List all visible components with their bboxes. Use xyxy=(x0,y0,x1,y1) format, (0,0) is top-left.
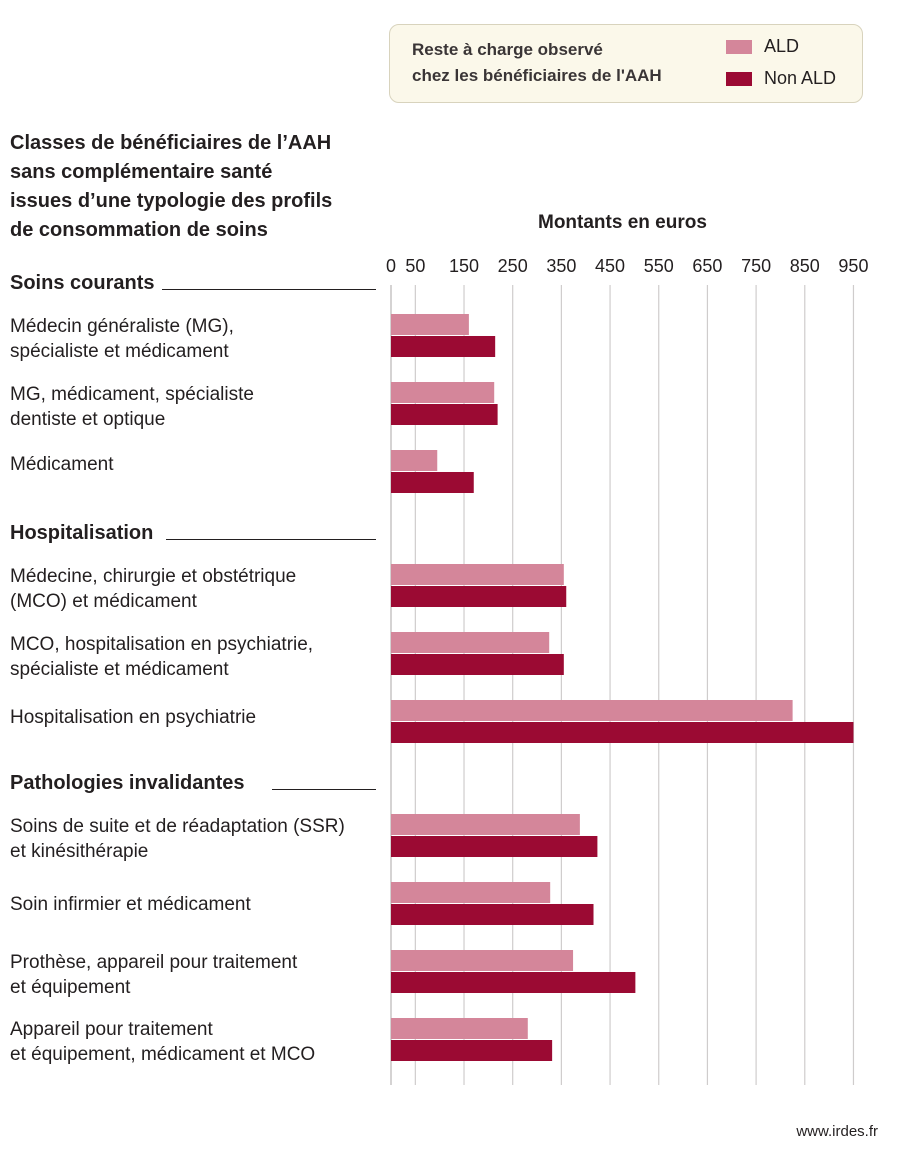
section-soins-courants: Soins courants xyxy=(10,272,155,294)
bar-ald xyxy=(391,950,574,971)
bar-ald xyxy=(391,450,438,471)
legend-label-ald: ALD xyxy=(764,36,800,56)
category-label: Appareil pour traitement et équipement, … xyxy=(10,1017,380,1067)
category-label-line: Médecin généraliste (MG), xyxy=(10,316,234,337)
x-tick-label: 750 xyxy=(741,256,771,276)
legend-title-line1: Reste à charge observé xyxy=(412,40,603,59)
bar-non-ald xyxy=(391,654,564,675)
section-pathologies-invalidantes: Pathologies invalidantes xyxy=(10,772,245,794)
legend-label-non-ald: Non ALD xyxy=(764,68,837,88)
bar-ald xyxy=(391,632,550,653)
chart-title-line: de consommation de soins xyxy=(10,219,268,241)
x-tick-label: 150 xyxy=(449,256,479,276)
chart-title-line: sans complémentaire santé xyxy=(10,161,273,183)
category-label-line: Médecine, chirurgie et obstétrique xyxy=(10,566,297,587)
category-label-line: MG, médicament, spécialiste xyxy=(10,384,254,405)
bar-ald xyxy=(391,814,580,835)
bar-non-ald xyxy=(391,404,498,425)
chart-title-line: issues d’une typologie des profils xyxy=(10,190,333,212)
bar-non-ald xyxy=(391,904,594,925)
category-label: MCO, hospitalisation en psychiatrie, spé… xyxy=(10,632,380,682)
x-tick-label: 0 xyxy=(386,256,396,276)
chart-title: Classes de bénéficiaires de l’AAH sans c… xyxy=(10,129,370,245)
x-tick-label: 450 xyxy=(595,256,625,276)
bar-non-ald xyxy=(391,472,474,493)
footer-source: www.irdes.fr xyxy=(796,1123,878,1140)
category-label: Hospitalisation en psychiatrie xyxy=(10,705,380,730)
category-label-line: Prothèse, appareil pour traitement xyxy=(10,952,298,973)
x-tick-label: 850 xyxy=(790,256,820,276)
x-tick-label: 650 xyxy=(692,256,722,276)
bar-non-ald xyxy=(391,1040,553,1061)
category-label-line: spécialiste et médicament xyxy=(10,659,229,680)
section-rule xyxy=(272,789,376,790)
legend-swatch-non-ald xyxy=(726,72,752,86)
x-tick-label: 50 xyxy=(405,256,425,276)
section-rule xyxy=(166,539,376,540)
category-label: Médicament xyxy=(10,452,380,477)
category-label: Médecine, chirurgie et obstétrique (MCO)… xyxy=(10,564,380,614)
category-label-line: et équipement, médicament et MCO xyxy=(10,1044,316,1065)
category-label-line: MCO, hospitalisation en psychiatrie, xyxy=(10,634,314,655)
category-label: Prothèse, appareil pour traitement et éq… xyxy=(10,950,380,1000)
bar-ald xyxy=(391,382,495,403)
bar-non-ald xyxy=(391,586,567,607)
category-label-line: Soin infirmier et médicament xyxy=(10,894,251,915)
chart-title-line: Classes de bénéficiaires de l’AAH xyxy=(10,132,332,154)
legend-swatch-ald xyxy=(726,40,752,54)
bar-non-ald xyxy=(391,836,598,857)
bar-ald xyxy=(391,314,469,335)
category-label-line: et équipement xyxy=(10,977,131,998)
category-label-line: dentiste et optique xyxy=(10,409,166,430)
section-hospitalisation: Hospitalisation xyxy=(10,522,154,544)
category-label-line: Soins de suite et de réadaptation (SSR) xyxy=(10,816,345,837)
bar-ald xyxy=(391,1018,528,1039)
category-label-line: spécialiste et médicament xyxy=(10,341,229,362)
bar-ald xyxy=(391,700,793,721)
category-label-line: (MCO) et médicament xyxy=(10,591,197,612)
x-tick-label: 550 xyxy=(644,256,674,276)
section-rule xyxy=(162,289,376,290)
x-tick-label: 350 xyxy=(546,256,576,276)
x-axis-title: Montants en euros xyxy=(538,212,707,233)
bar-non-ald xyxy=(391,722,854,743)
legend: Reste à charge observé chez les bénéfici… xyxy=(389,24,863,103)
x-tick-label: 250 xyxy=(498,256,528,276)
bar-non-ald xyxy=(391,336,496,357)
category-label: Médecin généraliste (MG), spécialiste et… xyxy=(10,314,380,364)
bar-ald xyxy=(391,882,551,903)
legend-title-line2: chez les bénéficiaires de l'AAH xyxy=(412,66,662,85)
category-label: MG, médicament, spécialiste dentiste et … xyxy=(10,382,380,432)
category-label-line: Médicament xyxy=(10,454,114,475)
category-label-line: Hospitalisation en psychiatrie xyxy=(10,707,257,728)
bar-non-ald xyxy=(391,972,636,993)
category-label: Soin infirmier et médicament xyxy=(10,892,380,917)
category-label-line: Appareil pour traitement xyxy=(10,1019,213,1040)
bar-ald xyxy=(391,564,564,585)
x-tick-label: 950 xyxy=(838,256,868,276)
legend-title: Reste à charge observé chez les bénéfici… xyxy=(412,37,702,89)
category-label: Soins de suite et de réadaptation (SSR) … xyxy=(10,814,380,864)
category-label-line: et kinésithérapie xyxy=(10,841,149,862)
